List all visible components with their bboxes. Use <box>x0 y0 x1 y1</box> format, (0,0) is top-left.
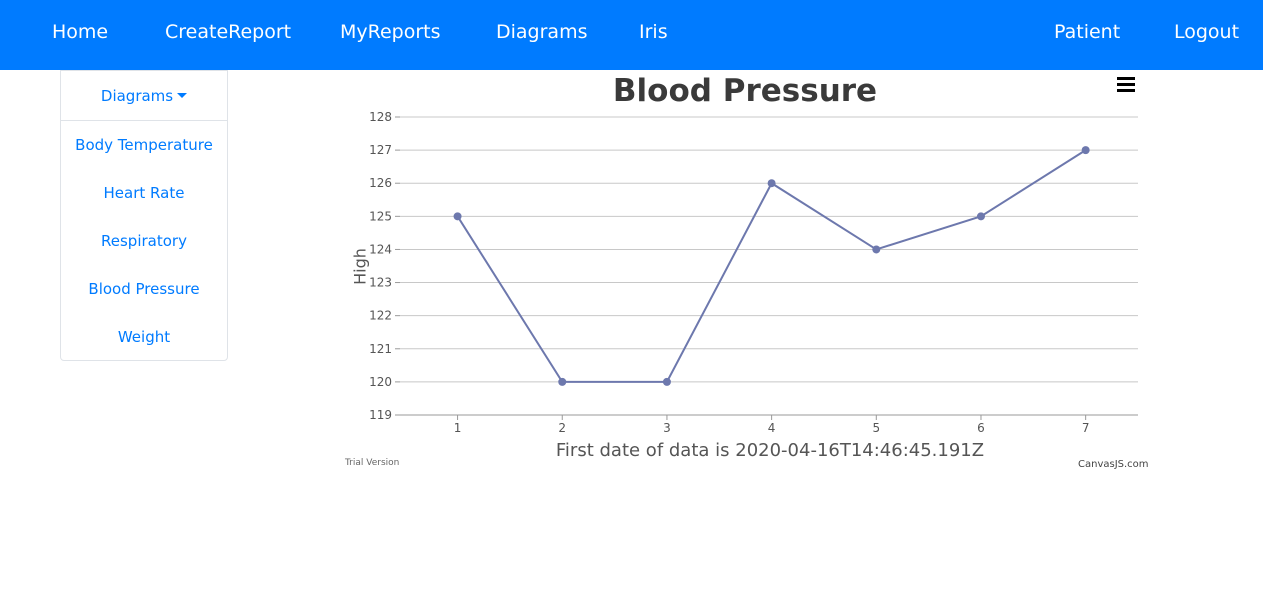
data-point <box>1081 146 1090 155</box>
top-navbar: Home CreateReport MyReports Diagrams Iri… <box>0 0 1263 70</box>
y-tick-label: 119 <box>369 408 392 422</box>
sidebar-item-body-temperature[interactable]: Body Temperature <box>75 136 213 154</box>
x-tick-label: 2 <box>558 421 566 435</box>
y-tick-label: 121 <box>369 342 392 356</box>
y-tick-label: 122 <box>369 309 392 323</box>
data-point <box>662 377 671 386</box>
nav-logout-link[interactable]: Logout <box>1174 21 1240 43</box>
nav-create-report-link[interactable]: CreateReport <box>165 21 292 43</box>
diagrams-dropdown-toggle[interactable]: Diagrams <box>61 71 227 121</box>
chart-title: Blood Pressure <box>612 73 878 109</box>
y-tick-label: 126 <box>369 176 392 190</box>
data-point <box>872 245 881 254</box>
y-tick-label: 128 <box>369 110 392 124</box>
x-tick-label: 3 <box>663 421 671 435</box>
sidebar-item-heart-rate[interactable]: Heart Rate <box>103 184 185 202</box>
nav-iris-link[interactable]: Iris <box>639 21 668 43</box>
sidebar-item-blood-pressure[interactable]: Blood Pressure <box>88 280 200 298</box>
nav-patient-link[interactable]: Patient <box>1054 21 1121 43</box>
data-point <box>558 377 567 386</box>
data-point <box>976 212 985 221</box>
caret-down-icon <box>177 93 188 98</box>
nav-home-link[interactable]: Home <box>52 21 109 43</box>
y-tick-label: 123 <box>369 276 392 290</box>
diagrams-dropdown-label: Diagrams <box>100 87 174 105</box>
y-tick-label: 127 <box>369 143 392 157</box>
nav-diagrams-link[interactable]: Diagrams <box>496 21 588 43</box>
data-point <box>767 179 776 188</box>
y-axis-label: High <box>350 248 370 285</box>
data-point <box>453 212 462 221</box>
x-tick-label: 5 <box>872 421 880 435</box>
x-tick-label: 6 <box>977 421 985 435</box>
y-tick-label: 120 <box>369 375 392 389</box>
hamburger-menu-icon[interactable] <box>1117 77 1135 93</box>
x-tick-label: 7 <box>1082 421 1090 435</box>
nav-my-reports-link[interactable]: MyReports <box>340 21 441 43</box>
sidebar-item-respiratory[interactable]: Respiratory <box>101 232 187 250</box>
y-tick-label: 125 <box>369 209 392 223</box>
diagrams-sidebar: Diagrams Body Temperature Heart Rate Res… <box>60 70 228 361</box>
x-axis-label: First date of data is 2020-04-16T14:46:4… <box>555 440 985 461</box>
x-tick-label: 1 <box>454 421 462 435</box>
y-tick-label: 124 <box>369 242 392 256</box>
trial-version-text: Trial Version <box>345 458 400 468</box>
sidebar-item-weight[interactable]: Weight <box>117 328 171 346</box>
canvasjs-credit-link[interactable]: CanvasJS.com <box>1078 459 1149 470</box>
x-tick-label: 4 <box>768 421 776 435</box>
